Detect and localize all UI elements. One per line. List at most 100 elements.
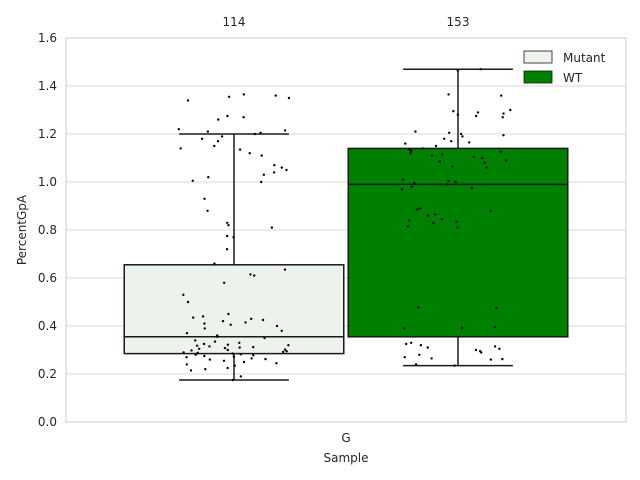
data-point [404,142,407,145]
data-point [474,114,478,118]
data-point [239,353,242,356]
data-point [249,317,253,320]
data-point [489,209,492,212]
data-point [227,224,230,227]
y-tick-label: 0.2 [38,367,57,381]
data-point [182,351,185,354]
data-point [460,326,464,330]
y-tick-label: 1.4 [38,79,57,93]
data-point [260,154,263,157]
data-point [483,161,486,164]
y-tick-labels: 0.0 0.2 0.4 0.6 0.8 1.0 1.2 1.4 1.6 [38,31,57,429]
data-point [414,130,417,133]
data-point [285,168,288,172]
data-point [208,345,211,348]
data-point [419,344,423,347]
data-point [273,164,276,167]
data-point [252,345,255,349]
y-tick-label: 0.8 [38,223,57,237]
data-point [216,334,219,337]
box-wt [347,68,569,367]
data-point [401,178,405,181]
data-point [226,348,229,352]
data-point [416,208,419,211]
data-point [221,320,225,323]
data-point [206,130,210,133]
data-point [186,99,190,102]
data-point [226,343,230,346]
data-point [272,171,276,174]
data-point [445,183,449,186]
data-point [430,154,434,157]
data-point [242,360,246,364]
data-point [259,131,262,134]
legend-swatch-mutant [523,50,553,64]
data-point [283,129,287,132]
data-point [280,166,284,169]
data-point [275,324,279,328]
data-point [501,116,504,119]
y-tick-label: 1.2 [38,127,57,141]
data-point [248,152,251,155]
data-point [456,113,460,117]
data-point [223,346,227,350]
data-point [201,315,205,318]
data-point [260,180,263,184]
data-point [447,179,450,182]
data-point [192,316,195,319]
data-point [227,95,231,99]
data-point [403,327,406,330]
legend: Mutant WT [523,50,606,85]
x-axis-label: Sample [324,451,369,465]
data-point [274,94,277,97]
data-point [459,132,463,136]
data-point [191,179,194,182]
data-point [220,135,224,138]
box-layer [123,68,569,381]
data-point [504,159,508,162]
data-point [433,213,437,216]
data-point [238,148,242,151]
data-point [213,340,217,343]
data-point [287,96,291,100]
data-point [502,134,505,137]
y-tick-label: 0.6 [38,271,57,285]
data-point [478,350,482,353]
data-point [226,221,229,224]
data-point [238,346,241,349]
data-point [182,293,185,296]
data-point [468,141,471,144]
count-labels: 114 153 [223,15,470,29]
data-point [281,350,285,354]
data-point [403,356,406,359]
data-point [400,188,404,191]
data-point [502,112,505,115]
data-point [229,323,232,326]
data-point [226,114,229,118]
y-tick-label: 1.6 [38,31,57,45]
data-point [202,342,206,346]
data-point [476,111,480,114]
data-point [204,368,207,371]
data-point [443,137,446,140]
data-point [208,358,212,361]
data-point [253,132,257,136]
data-point [275,362,278,365]
data-point [217,118,220,121]
data-point [409,152,412,155]
data-point [264,357,267,361]
data-point [194,339,197,342]
y-tick-label: 0.4 [38,319,57,333]
data-point [479,68,482,71]
data-point [448,131,451,134]
data-point [419,207,422,210]
box-body [123,264,345,355]
plot-border [65,37,627,423]
data-point [207,176,210,179]
data-point [501,357,504,361]
data-point [232,236,235,239]
data-point [206,209,209,212]
data-point [426,214,429,217]
data-point [450,140,453,143]
